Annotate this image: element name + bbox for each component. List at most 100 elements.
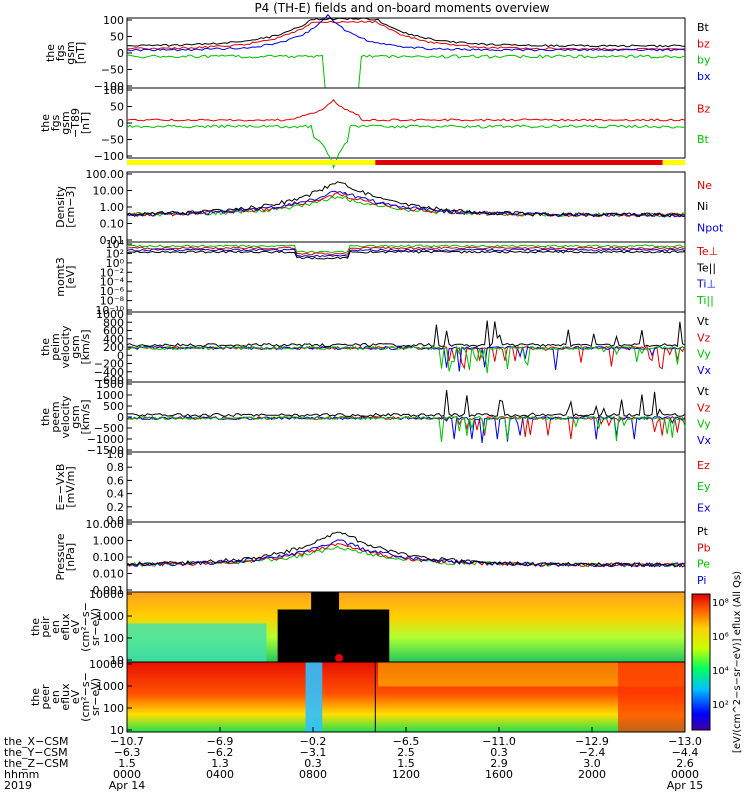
ephemeris-value: −6.9 [207, 735, 234, 748]
ephemeris-value: −11.0 [482, 735, 516, 748]
y-tick-label: 10.000 [86, 518, 125, 531]
y-tick-label: 0 [117, 117, 124, 130]
legend-item-te: Te⊥ [696, 245, 718, 258]
legend-item-npot: Npot [697, 221, 724, 234]
y-tick-label: −600 [94, 374, 124, 387]
panel-pressure: 10.0001.0000.1000.0100.001Pressure[nPa]P… [54, 518, 711, 597]
y-tick-label: 0.8 [107, 461, 125, 474]
colorbar-tick-label: 10⁴ [712, 666, 729, 677]
ephemeris-row-label: the_X−CSM [4, 735, 68, 748]
y-tick-label: 50 [110, 31, 124, 44]
y-tick-label: 10000 [89, 588, 124, 601]
series-bz [126, 99, 686, 122]
y-axis-label: thefgsgsm−T89[nT] [39, 108, 92, 138]
ephemeris-value: −6.5 [393, 735, 420, 748]
ephemeris-value: −10.7 [110, 735, 144, 748]
y-tick-label: 100 [103, 14, 124, 27]
series-trace [126, 415, 686, 439]
y-tick-label: 1000 [96, 389, 124, 402]
y-tick-label: 10.00 [93, 185, 125, 198]
series-trace [126, 543, 686, 568]
y-axis-label-line: peir [39, 616, 52, 638]
ephemeris-value: −13.0 [668, 735, 702, 748]
series-trace [126, 190, 686, 218]
y-tick-label: 50 [110, 101, 124, 114]
y-tick-label: 10⁻⁸ [100, 295, 125, 308]
y-tick-label: 100 [103, 632, 124, 645]
y-axis-label-line: the [39, 114, 52, 132]
series-trace [126, 345, 686, 372]
panel-fgs_gsm: 100 50 0 −50 −100 thefgsgsm[nT] Bt bz by bx [44, 14, 711, 93]
panel-frame [126, 521, 686, 593]
y-axis-label-line: eflux [59, 683, 72, 711]
ephemeris-value: 0.3 [490, 746, 508, 759]
y-axis-label: thepeimvelocitygsm[km/s] [39, 325, 92, 368]
y-tick-label: −200 [94, 358, 124, 371]
ephemeris-value: 1.5 [397, 757, 415, 770]
series-trace [126, 195, 686, 218]
status-bar-segment [375, 160, 663, 165]
y-axis-label-line: gsm [69, 405, 82, 428]
series-trace [126, 192, 686, 218]
y-tick-label: 1000 [96, 610, 124, 623]
y-tick-label: 0.001 [93, 584, 125, 597]
y-axis-label: thefgsgsm[nT] [44, 41, 87, 64]
y-axis-label-line: the [29, 618, 42, 636]
ephemeris-value: 2.6 [676, 757, 694, 770]
y-axis-label-line: (cm²−s− [79, 602, 92, 652]
y-axis-label-line: eV [69, 619, 82, 634]
y-tick-label: 200 [103, 341, 124, 354]
ephemeris-value: 2000 [578, 768, 606, 781]
y-axis-label-line: sr−eV) [89, 678, 102, 716]
status-bar-segment [127, 160, 376, 165]
y-axis-label: E=−VxB[mV/m] [54, 464, 77, 511]
ephemeris-value: 2.9 [490, 757, 508, 770]
y-axis-label-line: sr−eV) [89, 608, 102, 646]
panel-frame [126, 171, 686, 243]
y-tick-label: 0.10 [100, 218, 125, 231]
legend-item-vz: Vz [697, 401, 711, 414]
y-tick-label: 400 [103, 333, 124, 346]
y-axis-label-line: [km/s] [79, 399, 92, 434]
ephemeris-value: 2.5 [397, 746, 415, 759]
y-tick-label: 0.4 [107, 488, 125, 501]
y-axis-label-line: gsm [59, 111, 72, 134]
legend-item-vy: Vy [697, 348, 711, 361]
legend-item-bz: Bz [697, 102, 711, 115]
legend-item-vt: Vt [697, 315, 710, 328]
status-bar-segment [662, 160, 685, 165]
series-trace [126, 320, 686, 348]
y-tick-label: −400 [94, 366, 124, 379]
series-trace [126, 389, 686, 418]
y-tick-label: 0.6 [107, 474, 125, 487]
panel-peim_velocity: 10008006004002000−200−400−600thepeimvelo… [39, 308, 712, 387]
series-trace [126, 244, 686, 254]
y-tick-label: 100 [103, 702, 124, 715]
y-axis-label-line: [mV/m] [64, 466, 77, 507]
ephemeris-value: −6.3 [114, 746, 141, 759]
legend-item-bt: Bt [697, 21, 710, 34]
ephemeris-value: −2.4 [579, 746, 606, 759]
y-tick-label: 10 [110, 724, 124, 737]
panel-frame [126, 451, 686, 523]
ephemeris-value: −4.4 [672, 746, 699, 759]
y-tick-label: 10⁰ [106, 257, 125, 270]
colorbar-label: [eV/(cm^2−s−sr−eV)] eflux (All Qs) [732, 571, 743, 753]
spectrogram-band [305, 662, 323, 732]
legend-item-bt: Bt [697, 133, 710, 146]
y-axis-label-line: momt3 [54, 257, 67, 296]
y-axis-label-line: [cm−3] [64, 186, 77, 228]
ephemeris-value: 0000 [113, 768, 141, 781]
y-axis-label-line: peim [49, 333, 62, 361]
y-axis-label-line: the [39, 338, 52, 356]
y-axis-label-line: Pressure [54, 533, 67, 580]
ephemeris-value: 0800 [299, 768, 327, 781]
ephemeris-value: −12.9 [575, 735, 609, 748]
ephemeris-value: 1200 [392, 768, 420, 781]
series-trace [126, 345, 686, 370]
y-axis-label-line: [eV] [64, 266, 77, 289]
colorbar [691, 593, 711, 731]
ephemeris-row-label: the_Z−CSM [4, 757, 68, 770]
